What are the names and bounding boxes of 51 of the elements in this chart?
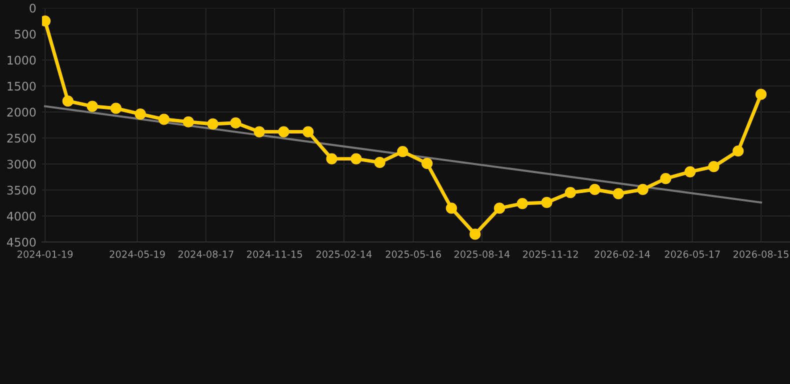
point [589, 184, 600, 196]
x-tick-label: 2026-05-17 [664, 250, 720, 258]
x-tick-label: 2024-08-17 [178, 250, 234, 258]
point [86, 100, 98, 112]
y-tick-label: 500 [14, 30, 36, 39]
point [374, 156, 386, 168]
x-tick-label: 2025-11-12 [523, 250, 578, 258]
y-tick-label: 0 [30, 4, 36, 13]
point [541, 196, 552, 208]
point [708, 161, 720, 172]
point [516, 198, 528, 210]
x-tick-label: 2025-08-14 [454, 250, 510, 258]
y-tick-label: 4000 [6, 212, 36, 221]
x-tick-label: 2026-02-14 [594, 250, 650, 258]
x-tick-label: 2024-11-15 [247, 250, 302, 258]
x-tick-label: 2025-02-14 [316, 250, 372, 258]
point [278, 126, 290, 138]
y-tick-label: 3000 [7, 160, 36, 169]
y-tick-label: 1500 [8, 82, 36, 91]
point [350, 153, 362, 164]
point [755, 88, 767, 100]
point [637, 184, 648, 196]
point [660, 173, 672, 184]
point [422, 158, 433, 170]
point [110, 102, 122, 114]
point [494, 202, 506, 214]
point [182, 116, 194, 128]
point [158, 114, 170, 125]
point [397, 146, 408, 158]
y-tick-label: 4500 [6, 238, 36, 247]
point [207, 118, 218, 130]
x-tick-label: 2026-08-15 [733, 250, 788, 258]
point [254, 126, 265, 138]
point [62, 96, 74, 107]
y-tick-label: 2000 [7, 108, 36, 117]
point [564, 187, 576, 198]
point [684, 166, 696, 178]
point [134, 108, 146, 120]
x-tick-label: 2025-05-16 [386, 250, 441, 258]
y-tick-label: 3500 [7, 186, 36, 195]
point [302, 126, 314, 138]
y-tick-label: 1000 [8, 56, 36, 65]
x-tick-label: 2024-01-19 [18, 250, 73, 258]
point [612, 188, 624, 200]
point [230, 117, 242, 128]
y-tick-label: 2500 [7, 134, 36, 143]
point [326, 153, 338, 164]
point [732, 145, 744, 157]
x-tick-label: 2024-05-19 [110, 250, 165, 258]
point [470, 228, 481, 240]
point [446, 202, 458, 214]
